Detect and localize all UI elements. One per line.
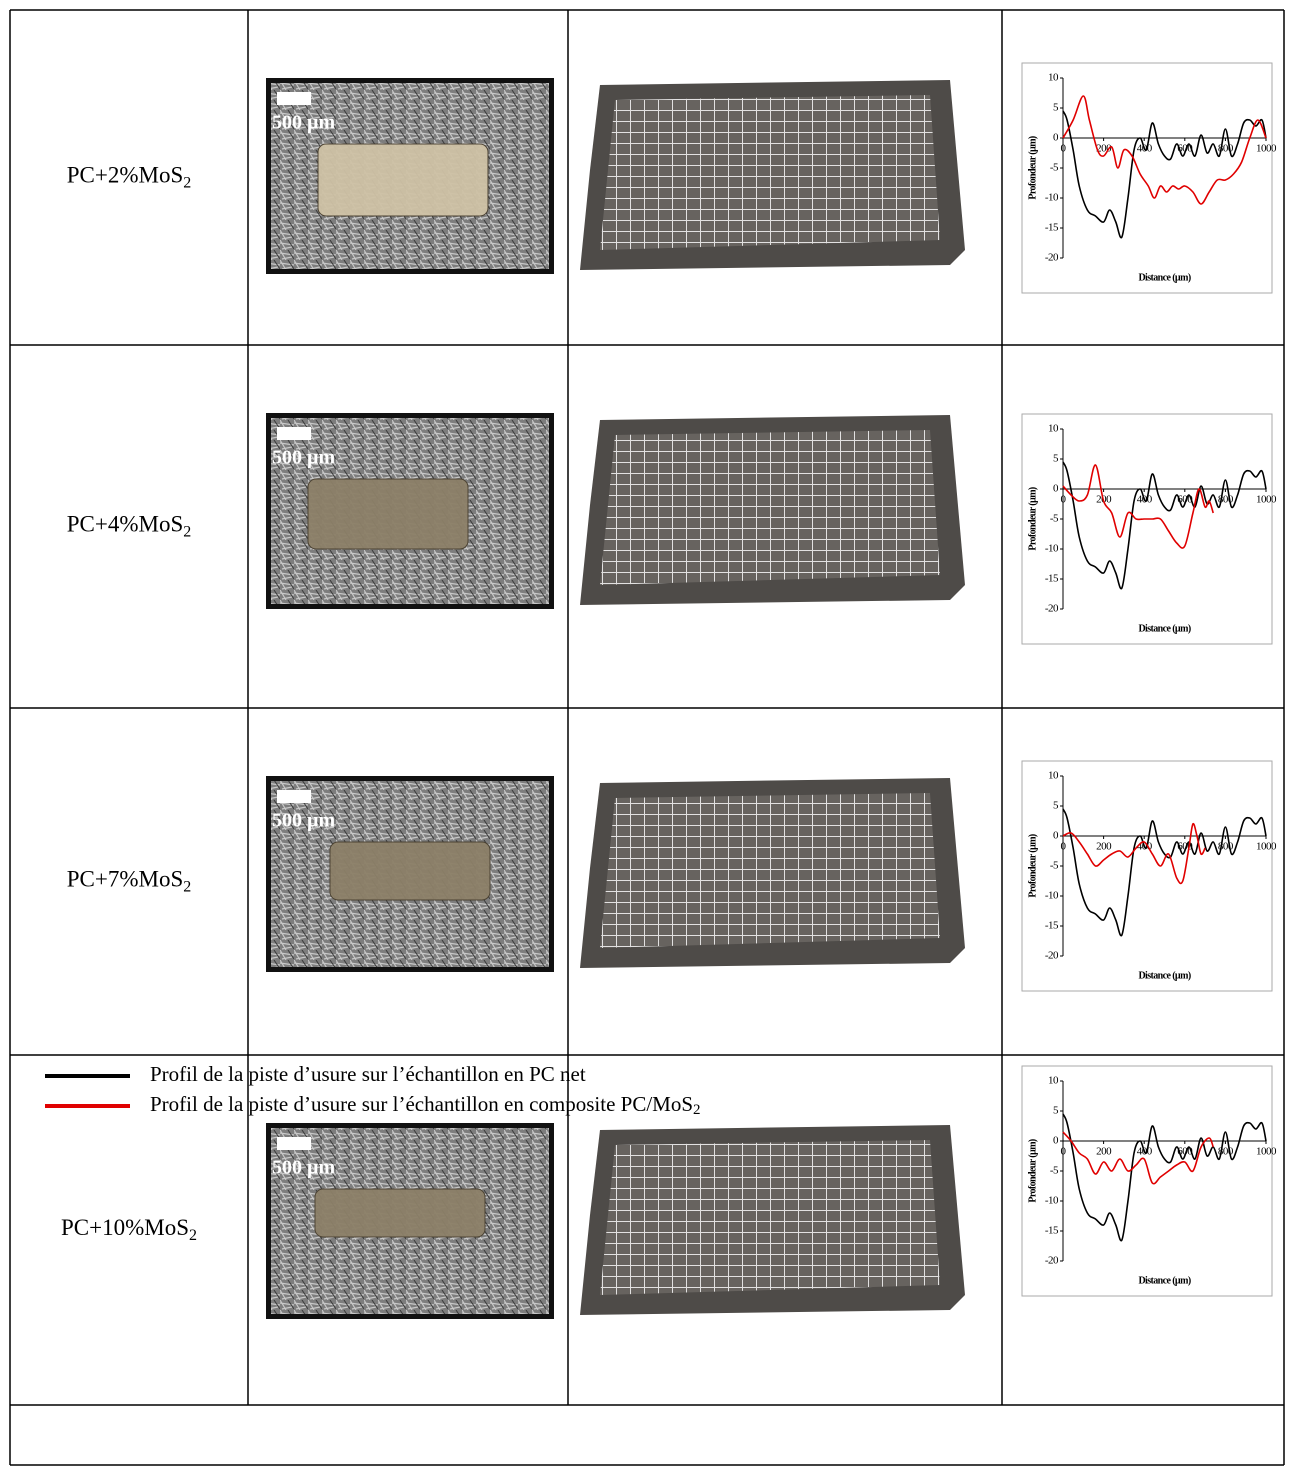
- y-tick-label: -20: [1045, 252, 1059, 264]
- legend-text: Profil de la piste d’usure sur l’échanti…: [150, 1092, 701, 1119]
- y-tick-label: -15: [1045, 920, 1059, 932]
- y-tick-label: 10: [1048, 72, 1059, 84]
- y-tick-label: -20: [1045, 603, 1059, 615]
- label-subscript: 2: [183, 878, 191, 895]
- x-tick-label: 1000: [1256, 841, 1277, 853]
- y-tick-label: -5: [1050, 162, 1059, 174]
- sample-label: PC+7%MoS2: [67, 867, 192, 895]
- scale-label: 500 µm: [272, 1157, 336, 1179]
- y-tick-label: 10: [1048, 423, 1059, 435]
- chart-frame: [1022, 63, 1272, 293]
- scale-label: 500 µm: [272, 447, 336, 469]
- scale-label: 500 µm: [272, 112, 336, 134]
- label-subscript: 2: [183, 174, 191, 191]
- scale-bar: [277, 427, 311, 440]
- page: {"table": { "rows": [ {"label": {"text":…: [0, 0, 1291, 1475]
- y-tick-label: -15: [1045, 1225, 1059, 1237]
- chart-frame: [1022, 414, 1272, 644]
- x-axis-title: Distance (µm): [1138, 970, 1190, 981]
- surface-mesh: [600, 1140, 940, 1295]
- x-axis-title: Distance (µm): [1138, 1275, 1190, 1286]
- label-subscript: 2: [183, 523, 191, 540]
- label-text: PC+2%MoS: [67, 163, 184, 188]
- chart-frame: [1022, 1066, 1272, 1296]
- label-text: PC+10%MoS: [61, 1215, 189, 1240]
- x-axis-title: Distance (µm): [1138, 272, 1190, 283]
- legend-subscript: 2: [693, 1102, 701, 1118]
- scale-bar: [277, 1137, 311, 1150]
- surface-mesh: [600, 430, 940, 585]
- y-axis-title: Profondeur (µm): [1027, 487, 1038, 551]
- y-tick-label: -10: [1045, 890, 1059, 902]
- sample-label: PC+4%MoS2: [67, 512, 192, 540]
- chart-frame: [1022, 761, 1272, 991]
- scale-label: 500 µm: [272, 810, 336, 832]
- y-axis-title: Profondeur (µm): [1027, 1139, 1038, 1203]
- sample-label: PC+10%MoS2: [61, 1215, 197, 1243]
- y-tick-label: -5: [1050, 1165, 1059, 1177]
- y-tick-label: -10: [1045, 1195, 1059, 1207]
- wear-track: [318, 144, 488, 216]
- label-text: PC+7%MoS: [67, 867, 184, 892]
- x-tick-label: 1000: [1256, 494, 1277, 506]
- y-axis-title: Profondeur (µm): [1027, 834, 1038, 898]
- legend-label: Profil de la piste d’usure sur l’échanti…: [150, 1092, 693, 1116]
- x-tick-label: 200: [1096, 841, 1112, 853]
- y-tick-label: -20: [1045, 950, 1059, 962]
- wear-track: [308, 479, 468, 549]
- surface-mesh: [600, 95, 940, 250]
- y-tick-label: -20: [1045, 1255, 1059, 1267]
- label-subscript: 2: [189, 1227, 197, 1244]
- wear-track: [330, 842, 490, 900]
- figure: PC+2%MoS2500 µm1050-5-10-15-200200400600…: [0, 0, 1291, 1475]
- legend-text: Profil de la piste d’usure sur l’échanti…: [150, 1062, 586, 1086]
- x-tick-label: 1000: [1256, 143, 1277, 155]
- wear-track: [315, 1189, 485, 1237]
- scale-bar: [277, 790, 311, 803]
- label-text: PC+4%MoS: [67, 512, 184, 537]
- legend-label: Profil de la piste d’usure sur l’échanti…: [150, 1062, 586, 1086]
- y-tick-label: -10: [1045, 192, 1059, 204]
- y-tick-label: -15: [1045, 222, 1059, 234]
- y-tick-label: -5: [1050, 513, 1059, 525]
- y-axis-title: Profondeur (µm): [1027, 136, 1038, 200]
- y-tick-label: -15: [1045, 573, 1059, 585]
- y-tick-label: -5: [1050, 860, 1059, 872]
- x-tick-label: 1000: [1256, 1146, 1277, 1158]
- y-tick-label: 10: [1048, 1075, 1059, 1087]
- y-tick-label: 10: [1048, 770, 1059, 782]
- x-axis-title: Distance (µm): [1138, 623, 1190, 634]
- sample-label: PC+2%MoS2: [67, 163, 192, 191]
- y-tick-label: -10: [1045, 543, 1059, 555]
- surface-mesh: [600, 793, 940, 948]
- scale-bar: [277, 92, 311, 105]
- x-tick-label: 200: [1096, 1146, 1112, 1158]
